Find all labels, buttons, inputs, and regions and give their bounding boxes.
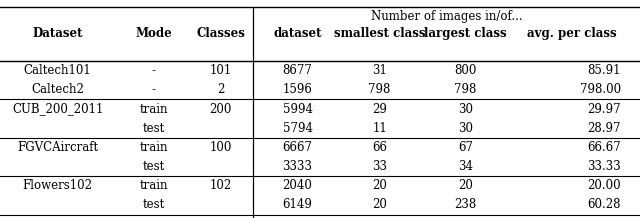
Text: largest class: largest class bbox=[424, 27, 507, 40]
Text: test: test bbox=[143, 198, 164, 211]
Text: 798.00: 798.00 bbox=[580, 83, 621, 96]
Text: 20.00: 20.00 bbox=[587, 179, 621, 192]
Text: train: train bbox=[140, 141, 168, 154]
Text: Flowers102: Flowers102 bbox=[22, 179, 93, 192]
Text: Number of images in/of...: Number of images in/of... bbox=[371, 10, 522, 23]
Text: dataset: dataset bbox=[273, 27, 322, 40]
Text: 28.97: 28.97 bbox=[588, 122, 621, 135]
Text: 11: 11 bbox=[372, 122, 387, 135]
Text: train: train bbox=[140, 102, 168, 116]
Text: FGVCAircraft: FGVCAircraft bbox=[17, 141, 98, 154]
Text: 66.67: 66.67 bbox=[587, 141, 621, 154]
Text: 2040: 2040 bbox=[283, 179, 312, 192]
Text: avg. per class: avg. per class bbox=[527, 27, 616, 40]
Text: 31: 31 bbox=[372, 64, 387, 77]
Text: 20: 20 bbox=[372, 179, 387, 192]
Text: -: - bbox=[152, 64, 156, 77]
Text: 30: 30 bbox=[458, 102, 473, 116]
Text: 20: 20 bbox=[372, 198, 387, 211]
Text: Caltech101: Caltech101 bbox=[24, 64, 92, 77]
Text: Mode: Mode bbox=[135, 27, 172, 40]
Text: 800: 800 bbox=[454, 64, 476, 77]
Text: 798: 798 bbox=[454, 83, 476, 96]
Text: 20: 20 bbox=[458, 179, 473, 192]
Text: Classes: Classes bbox=[196, 27, 245, 40]
Text: test: test bbox=[143, 160, 164, 173]
Text: 1596: 1596 bbox=[283, 83, 312, 96]
Text: 2: 2 bbox=[217, 83, 225, 96]
Text: test: test bbox=[143, 122, 164, 135]
Text: 33: 33 bbox=[372, 160, 387, 173]
Text: 5794: 5794 bbox=[283, 122, 312, 135]
Text: 60.28: 60.28 bbox=[588, 198, 621, 211]
Text: Dataset: Dataset bbox=[33, 27, 83, 40]
Text: 101: 101 bbox=[210, 64, 232, 77]
Text: 798: 798 bbox=[369, 83, 390, 96]
Text: -: - bbox=[152, 83, 156, 96]
Text: CUB_200_2011: CUB_200_2011 bbox=[12, 102, 103, 116]
Text: 238: 238 bbox=[454, 198, 476, 211]
Text: 85.91: 85.91 bbox=[588, 64, 621, 77]
Text: 6149: 6149 bbox=[283, 198, 312, 211]
Text: 29.97: 29.97 bbox=[587, 102, 621, 116]
Text: smallest class: smallest class bbox=[334, 27, 425, 40]
Text: 34: 34 bbox=[458, 160, 473, 173]
Text: 3333: 3333 bbox=[283, 160, 312, 173]
Text: 100: 100 bbox=[210, 141, 232, 154]
Text: 5994: 5994 bbox=[283, 102, 312, 116]
Text: 200: 200 bbox=[210, 102, 232, 116]
Text: 66: 66 bbox=[372, 141, 387, 154]
Text: 8677: 8677 bbox=[283, 64, 312, 77]
Text: 102: 102 bbox=[210, 179, 232, 192]
Text: 29: 29 bbox=[372, 102, 387, 116]
Text: 6667: 6667 bbox=[283, 141, 312, 154]
Text: train: train bbox=[140, 179, 168, 192]
Text: 67: 67 bbox=[458, 141, 473, 154]
Text: 33.33: 33.33 bbox=[587, 160, 621, 173]
Text: 30: 30 bbox=[458, 122, 473, 135]
Text: Caltech2: Caltech2 bbox=[31, 83, 84, 96]
